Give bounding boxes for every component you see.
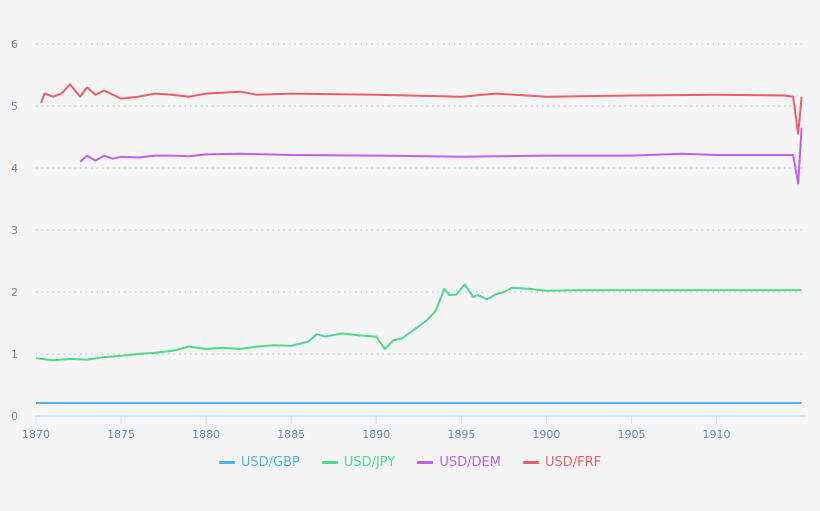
- y-tick-label: 4: [11, 162, 18, 175]
- y-tick-label: 1: [11, 348, 18, 361]
- legend-label: USD/GBP: [240, 455, 300, 470]
- legend-swatch-icon: [218, 461, 235, 464]
- series-line-usd-jpy[interactable]: [35, 283, 802, 362]
- line-chart: 0 1 2 3 4 5 6 1870 1875 1880 1885 1890 1895 1900 1905…: [11, 38, 805, 441]
- x-tick-label: 1890: [362, 428, 390, 441]
- x-tick-label: 1895: [447, 428, 475, 441]
- legend-item-usd-jpy[interactable]: USD/JPY: [321, 455, 396, 470]
- x-tick-label: 1910: [703, 428, 731, 441]
- y-tick-label: 6: [11, 38, 18, 51]
- series-lines: [35, 83, 803, 404]
- legend-swatch-icon: [321, 461, 338, 464]
- y-gridlines: [36, 43, 805, 355]
- x-tick-label: 1900: [532, 428, 560, 441]
- y-tick-label: 3: [11, 224, 18, 237]
- legend-item-usd-frf[interactable]: USD/FRF: [522, 455, 602, 470]
- y-axis-ticks: 0 1 2 3 4 5 6: [11, 38, 18, 423]
- series-line-usd-frf[interactable]: [40, 83, 803, 135]
- legend-label: USD/DEM: [439, 455, 501, 470]
- x-tick-label: 1905: [617, 428, 645, 441]
- legend-swatch-icon: [522, 461, 539, 464]
- legend-item-usd-dem[interactable]: USD/DEM: [417, 455, 501, 470]
- y-tick-label: 2: [11, 286, 18, 299]
- legend-swatch-icon: [417, 461, 434, 464]
- legend-item-usd-gbp[interactable]: USD/GBP: [218, 455, 300, 470]
- x-axis: 1870 1875 1880 1885 1890 1895 1900 1905 1910: [22, 415, 805, 441]
- x-tick-label: 1885: [277, 428, 305, 441]
- y-tick-label: 5: [11, 100, 18, 113]
- series-line-usd-dem[interactable]: [79, 127, 803, 185]
- legend-label: USD/FRF: [544, 455, 602, 470]
- x-tick-label: 1875: [107, 428, 135, 441]
- x-tick-label: 1880: [192, 428, 220, 441]
- legend: USD/GBP USD/JPY USD/DEM USD/FRF: [0, 455, 820, 470]
- x-tick-label: 1870: [22, 428, 50, 441]
- y-tick-label: 0: [11, 410, 18, 423]
- legend-label: USD/JPY: [343, 455, 396, 470]
